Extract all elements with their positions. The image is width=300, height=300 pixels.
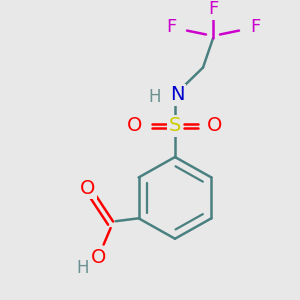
Text: F: F	[166, 18, 176, 36]
Text: S: S	[169, 116, 181, 135]
Text: H: H	[76, 259, 89, 277]
Text: O: O	[207, 116, 223, 135]
Text: O: O	[80, 179, 95, 198]
Text: O: O	[127, 116, 143, 135]
Text: F: F	[208, 0, 218, 18]
Text: H: H	[149, 88, 161, 106]
Text: N: N	[170, 85, 184, 104]
Text: O: O	[91, 248, 106, 267]
Text: F: F	[250, 18, 260, 36]
